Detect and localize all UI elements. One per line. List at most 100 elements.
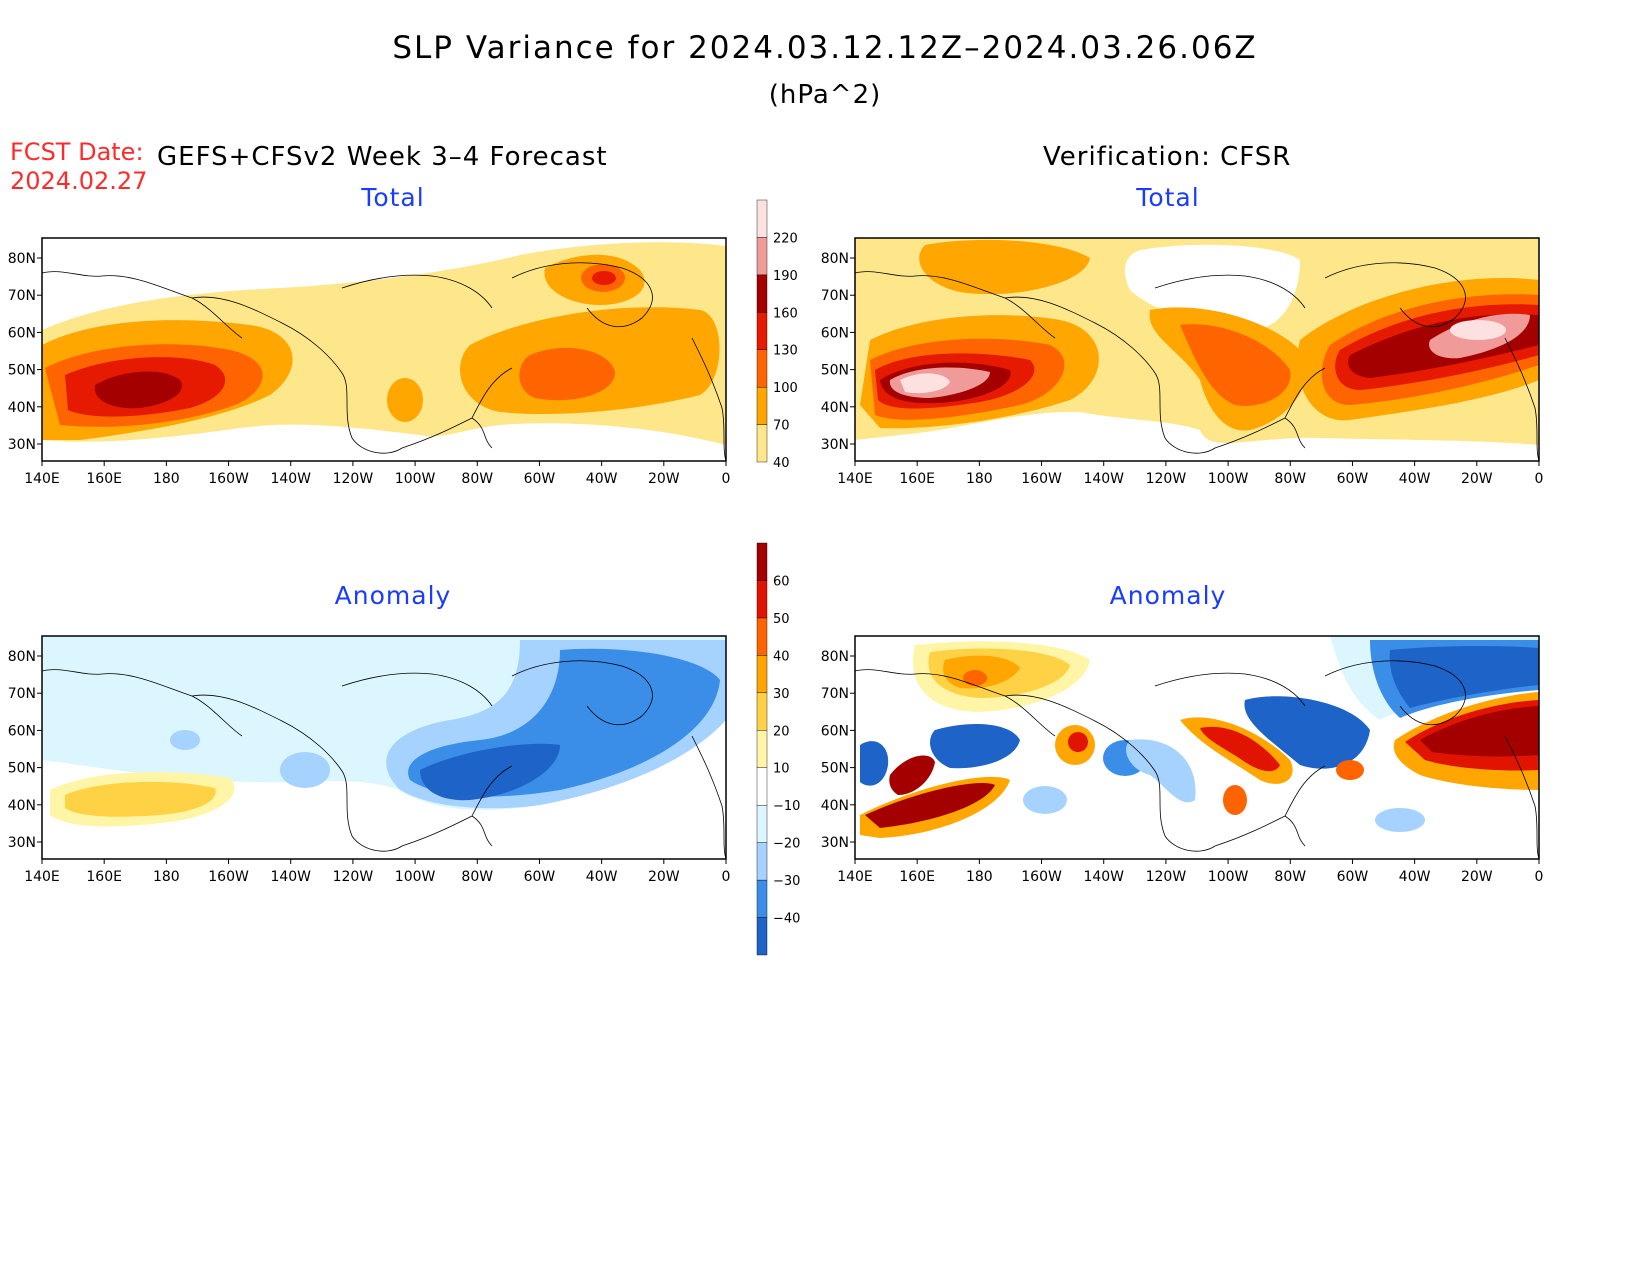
contour-vanom-pos-blob xyxy=(889,755,935,795)
lon-tick-label: 140E xyxy=(24,869,60,885)
colorbar-label: −40 xyxy=(773,912,800,927)
lat-tick-label: 30N xyxy=(8,437,36,453)
coastline-segment xyxy=(511,660,653,725)
lon-tick-label: 20W xyxy=(648,471,680,487)
panel-title-verification-anomaly: Anomaly xyxy=(1109,581,1227,610)
contour-vtotal-70 xyxy=(919,239,1090,295)
colorbar-swatch xyxy=(756,580,768,619)
colorbar-label: −10 xyxy=(773,799,800,814)
coastline-segment xyxy=(341,672,493,707)
contour-vanom-pos50 xyxy=(963,670,987,686)
lat-tick-label: 40N xyxy=(8,400,36,416)
lon-tick-label: 180 xyxy=(153,869,180,885)
colorbar-label: 30 xyxy=(773,687,790,702)
lon-tick-label: 140E xyxy=(837,471,873,487)
coastline-segment xyxy=(1324,660,1466,725)
coastline-segment xyxy=(341,274,493,309)
coastline-segment xyxy=(1154,274,1306,309)
lon-tick-label: 100W xyxy=(395,471,436,487)
colorbar-label: −30 xyxy=(773,874,800,889)
contour-anom-neg20c xyxy=(170,730,200,750)
coastline-segment xyxy=(1324,262,1466,327)
colorbar-label: −20 xyxy=(773,837,800,852)
colorbar-swatch xyxy=(756,767,768,806)
lat-tick-label: 50N xyxy=(8,363,36,379)
colorbar-label: 60 xyxy=(773,574,790,589)
colorbar-label: 70 xyxy=(773,419,790,434)
colorbar-swatch xyxy=(756,617,768,656)
panel-title-forecast-anomaly: Anomaly xyxy=(334,581,452,610)
contour-vanom-neg20h xyxy=(1375,808,1425,832)
coastline-segment xyxy=(471,815,493,847)
lon-tick-label: 120W xyxy=(333,471,374,487)
contour-total-160b xyxy=(592,271,616,285)
contour-total-70d xyxy=(387,378,423,422)
colorbar-swatch xyxy=(756,274,768,313)
lon-tick-label: 80W xyxy=(461,471,493,487)
lon-tick-label: 40W xyxy=(586,471,618,487)
colorbar-label: 10 xyxy=(773,762,790,777)
lat-tick-label: 80N xyxy=(821,251,849,267)
contour-vanom-pos-small3 xyxy=(1068,732,1088,752)
lon-tick-label: 160W xyxy=(1021,869,1062,885)
map-panel-verification-anomaly xyxy=(855,636,1539,859)
contour-anom-neg20b xyxy=(280,752,330,788)
lon-tick-label: 120W xyxy=(1146,869,1187,885)
colorbar-swatch xyxy=(756,655,768,694)
colorbar-swatch xyxy=(756,917,768,956)
forecast-date-label: FCST Date: xyxy=(10,138,144,166)
right-column-header: Verification: CFSR xyxy=(1043,142,1292,172)
lon-tick-label: 60W xyxy=(1337,471,1369,487)
coastline-segment xyxy=(191,694,403,852)
lat-tick-label: 30N xyxy=(8,835,36,851)
frame-forecast-total xyxy=(41,237,727,462)
colorbar-label: 50 xyxy=(773,612,790,627)
coastline-segment xyxy=(41,271,243,339)
contour-anom-neg40 xyxy=(420,743,560,801)
coastline-segment xyxy=(1504,735,1540,860)
lon-tick-label: 140W xyxy=(1083,471,1124,487)
coastline-segment xyxy=(691,735,727,860)
colorbar-label: 40 xyxy=(773,456,790,471)
coastline-segment xyxy=(511,262,653,327)
coastline-segment xyxy=(41,669,243,737)
colorbar-swatch xyxy=(756,312,768,350)
lat-tick-label: 70N xyxy=(8,686,36,702)
contour-vtotal-220 xyxy=(900,373,950,394)
colorbar-label: 20 xyxy=(773,724,790,739)
colorbar-swatch xyxy=(756,804,768,843)
coastline-segment xyxy=(471,417,493,449)
panel-title-verification-total: Total xyxy=(1136,183,1200,212)
lat-tick-label: 60N xyxy=(821,723,849,739)
colorbar-total: 40 70 100 130 160 190 220 xyxy=(756,199,798,471)
lon-tick-label: 160W xyxy=(1021,471,1062,487)
coastline-segment xyxy=(854,669,1056,737)
lon-tick-label: 160E xyxy=(899,471,935,487)
lon-tick-label: 140E xyxy=(24,471,60,487)
main-title: SLP Variance for 2024.03.12.12Z–2024.03.… xyxy=(392,30,1258,66)
lon-tick-label: 140E xyxy=(837,869,873,885)
lat-tick-label: 60N xyxy=(8,723,36,739)
lat-tick-label: 60N xyxy=(8,325,36,341)
colorbar-swatch xyxy=(756,424,768,463)
lon-tick-label: 20W xyxy=(1461,869,1493,885)
lon-tick-label: 160E xyxy=(899,869,935,885)
colorbar-swatch xyxy=(756,349,768,388)
coastline-segment xyxy=(1004,694,1216,852)
lon-tick-label: 180 xyxy=(966,471,993,487)
units-subtitle: (hPa^2) xyxy=(768,80,882,110)
lat-tick-label: 70N xyxy=(821,686,849,702)
lon-tick-label: 180 xyxy=(966,869,993,885)
colorbar-swatch xyxy=(756,199,768,238)
lon-tick-label: 80W xyxy=(1274,869,1306,885)
lon-tick-label: 140W xyxy=(1083,869,1124,885)
lat-tick-label: 80N xyxy=(8,649,36,665)
lat-tick-label: 40N xyxy=(821,798,849,814)
lon-tick-label: 160E xyxy=(86,869,122,885)
lat-tick-label: 40N xyxy=(821,400,849,416)
contour-vanom-pos-band2 xyxy=(865,783,995,828)
colorbar-label: 130 xyxy=(773,344,798,359)
lon-tick-label: 160W xyxy=(208,471,249,487)
lat-tick-label: 60N xyxy=(821,325,849,341)
lon-tick-label: 0 xyxy=(1535,869,1544,885)
